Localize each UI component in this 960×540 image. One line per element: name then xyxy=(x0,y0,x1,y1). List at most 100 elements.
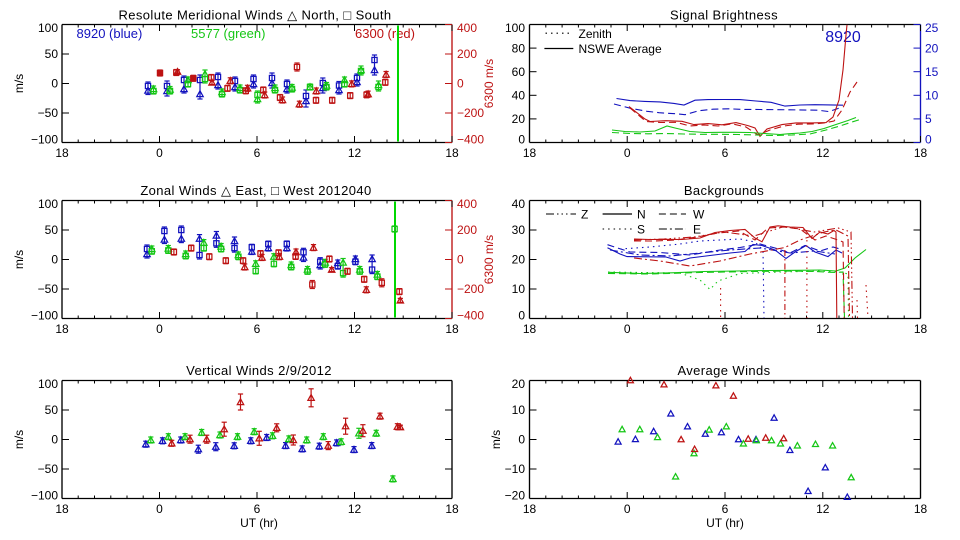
svg-text:6: 6 xyxy=(254,322,261,336)
svg-text:m/s: m/s xyxy=(489,430,503,449)
svg-text:12: 12 xyxy=(816,322,830,336)
svg-text:Vertical Winds 2/9/2012: Vertical Winds 2/9/2012 xyxy=(186,363,332,378)
svg-text:18: 18 xyxy=(445,502,459,516)
svg-text:50: 50 xyxy=(45,403,59,417)
svg-text:−400: −400 xyxy=(457,132,484,146)
svg-text:18: 18 xyxy=(523,502,537,516)
svg-text:6: 6 xyxy=(254,502,261,516)
svg-text:Zenith: Zenith xyxy=(579,27,612,41)
svg-text:80: 80 xyxy=(512,41,526,55)
svg-text:12: 12 xyxy=(348,322,362,336)
svg-text:18: 18 xyxy=(523,146,537,160)
svg-text:6: 6 xyxy=(722,502,729,516)
svg-text:−100: −100 xyxy=(31,308,58,322)
svg-text:0: 0 xyxy=(624,146,631,160)
svg-text:0: 0 xyxy=(51,433,58,447)
svg-text:Resolute Meridional Winds △ No: Resolute Meridional Winds △ North, □ Sou… xyxy=(118,8,391,23)
svg-text:60: 60 xyxy=(512,65,526,79)
svg-text:12: 12 xyxy=(348,502,362,516)
svg-text:10: 10 xyxy=(512,403,526,417)
svg-text:12: 12 xyxy=(816,502,830,516)
svg-text:−100: −100 xyxy=(31,132,58,146)
svg-text:−50: −50 xyxy=(38,106,59,120)
svg-text:6: 6 xyxy=(722,146,729,160)
svg-text:40: 40 xyxy=(512,197,526,211)
svg-text:5: 5 xyxy=(925,112,932,126)
svg-text:200: 200 xyxy=(457,223,477,237)
svg-text:6300 m/s: 6300 m/s xyxy=(482,235,496,284)
svg-text:0: 0 xyxy=(457,253,464,267)
svg-text:400: 400 xyxy=(457,21,477,35)
svg-text:8920 (blue): 8920 (blue) xyxy=(77,26,143,41)
svg-text:6: 6 xyxy=(722,322,729,336)
svg-text:18: 18 xyxy=(914,502,928,516)
svg-text:−50: −50 xyxy=(38,462,59,476)
svg-text:m/s: m/s xyxy=(12,430,26,449)
svg-text:m/s: m/s xyxy=(12,250,26,269)
svg-text:18: 18 xyxy=(55,502,69,516)
svg-text:100: 100 xyxy=(38,197,58,211)
svg-text:m/s: m/s xyxy=(12,74,26,93)
svg-text:18: 18 xyxy=(914,146,928,160)
svg-text:50: 50 xyxy=(45,223,59,237)
svg-text:20: 20 xyxy=(925,41,939,55)
svg-text:6: 6 xyxy=(254,146,261,160)
svg-text:UT (hr): UT (hr) xyxy=(706,516,744,530)
svg-text:100: 100 xyxy=(38,21,58,35)
svg-text:30: 30 xyxy=(512,223,526,237)
svg-text:5577 (green): 5577 (green) xyxy=(191,26,265,41)
svg-text:0: 0 xyxy=(624,502,631,516)
svg-text:Signal Brightness: Signal Brightness xyxy=(670,8,778,23)
svg-text:25: 25 xyxy=(925,21,939,35)
svg-text:Average Winds: Average Winds xyxy=(677,363,770,378)
svg-text:0: 0 xyxy=(518,132,525,146)
svg-text:6300 (red): 6300 (red) xyxy=(355,26,415,41)
svg-text:18: 18 xyxy=(445,322,459,336)
svg-text:−400: −400 xyxy=(457,308,484,322)
svg-text:0: 0 xyxy=(518,433,525,447)
svg-text:10: 10 xyxy=(512,282,526,296)
svg-text:6300 m/s: 6300 m/s xyxy=(482,59,496,108)
svg-text:0: 0 xyxy=(51,77,58,91)
svg-text:40: 40 xyxy=(512,89,526,103)
svg-text:0: 0 xyxy=(156,502,163,516)
svg-text:Backgrounds: Backgrounds xyxy=(684,183,764,198)
svg-text:−50: −50 xyxy=(38,282,59,296)
svg-text:200: 200 xyxy=(457,47,477,61)
svg-text:100: 100 xyxy=(38,377,58,391)
svg-text:18: 18 xyxy=(523,322,537,336)
svg-text:S: S xyxy=(637,223,645,237)
svg-text:W: W xyxy=(693,208,705,222)
svg-text:8920: 8920 xyxy=(825,29,861,46)
svg-text:100: 100 xyxy=(505,21,525,35)
svg-text:−10: −10 xyxy=(505,462,526,476)
svg-text:UT (hr): UT (hr) xyxy=(240,516,278,530)
svg-text:E: E xyxy=(693,223,701,237)
svg-text:−200: −200 xyxy=(457,106,484,120)
svg-text:Zonal Winds △ East, □ West 201: Zonal Winds △ East, □ West 2012040 xyxy=(140,183,371,198)
svg-text:NSWE Average: NSWE Average xyxy=(579,42,662,56)
svg-text:0: 0 xyxy=(518,308,525,322)
svg-text:18: 18 xyxy=(55,146,69,160)
svg-text:50: 50 xyxy=(45,47,59,61)
svg-text:12: 12 xyxy=(816,146,830,160)
svg-text:0: 0 xyxy=(624,322,631,336)
svg-text:−200: −200 xyxy=(457,282,484,296)
svg-text:−100: −100 xyxy=(31,488,58,502)
svg-text:−20: −20 xyxy=(505,488,526,502)
svg-text:20: 20 xyxy=(512,377,526,391)
svg-text:Z: Z xyxy=(581,208,588,222)
svg-text:18: 18 xyxy=(55,322,69,336)
svg-text:18: 18 xyxy=(914,322,928,336)
svg-text:12: 12 xyxy=(348,146,362,160)
svg-text:0: 0 xyxy=(925,132,932,146)
svg-text:20: 20 xyxy=(512,253,526,267)
svg-text:20: 20 xyxy=(512,112,526,126)
svg-text:18: 18 xyxy=(445,146,459,160)
svg-text:400: 400 xyxy=(457,197,477,211)
svg-text:10: 10 xyxy=(925,89,939,103)
svg-text:0: 0 xyxy=(51,253,58,267)
svg-text:0: 0 xyxy=(457,77,464,91)
svg-text:0: 0 xyxy=(156,146,163,160)
svg-text:0: 0 xyxy=(156,322,163,336)
